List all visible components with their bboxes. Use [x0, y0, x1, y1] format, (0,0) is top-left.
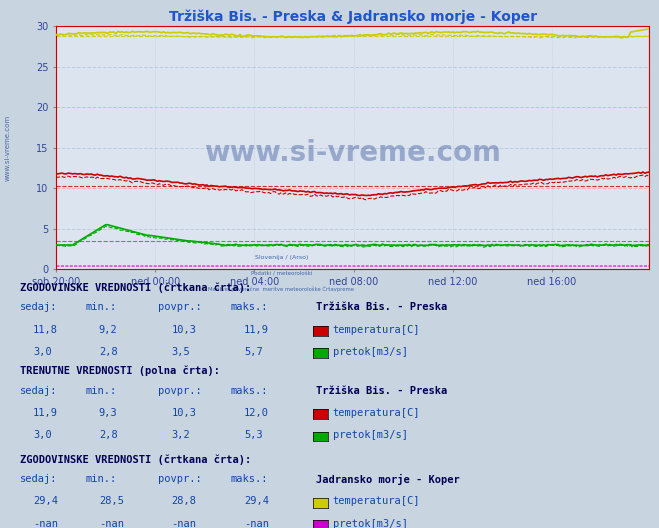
Text: 5,7: 5,7 — [244, 347, 262, 357]
Text: sedaj:: sedaj: — [20, 303, 57, 313]
Text: 29,4: 29,4 — [33, 496, 58, 506]
Text: sedaj:: sedaj: — [20, 474, 57, 484]
Text: Podatki / meteorološki: Podatki / meteorološki — [250, 272, 312, 277]
Text: 10,3: 10,3 — [171, 325, 196, 335]
Text: 3,0: 3,0 — [33, 430, 51, 440]
Text: Tržiška Bis. - Preska: Tržiška Bis. - Preska — [316, 385, 447, 395]
Text: www.si-vreme.com: www.si-vreme.com — [5, 115, 11, 181]
Text: ZGODOVINSKE VREDNOSTI (črtkana črta):: ZGODOVINSKE VREDNOSTI (črtkana črta): — [20, 454, 251, 465]
Text: povpr.:: povpr.: — [158, 474, 202, 484]
Text: sedaj:: sedaj: — [20, 385, 57, 395]
Text: temperatura[C]: temperatura[C] — [333, 325, 420, 335]
Text: 12,0: 12,0 — [244, 408, 269, 418]
Text: min.:: min.: — [86, 385, 117, 395]
Text: ZGODOVINSKE VREDNOSTI (črtkana črta):: ZGODOVINSKE VREDNOSTI (črtkana črta): — [20, 282, 251, 293]
Text: 10,3: 10,3 — [171, 408, 196, 418]
Text: -nan: -nan — [171, 518, 196, 528]
Text: 29,4: 29,4 — [244, 496, 269, 506]
Text: temperatura[C]: temperatura[C] — [333, 496, 420, 506]
Text: min.:: min.: — [86, 303, 117, 313]
Text: maks.:: maks.: — [231, 474, 268, 484]
Text: povpr.:: povpr.: — [158, 385, 202, 395]
Title: Tržiška Bis. - Preska & Jadransko morje - Koper: Tržiška Bis. - Preska & Jadransko morje … — [169, 10, 536, 24]
Text: maks.:: maks.: — [231, 385, 268, 395]
Text: Meritve: povprečne  meritve meteorološke Črtavpreme: Meritve: povprečne meritve meteorološke … — [208, 286, 355, 293]
Text: min.:: min.: — [86, 474, 117, 484]
Text: 2,8: 2,8 — [99, 430, 117, 440]
Text: 3,0: 3,0 — [33, 347, 51, 357]
Text: 11,9: 11,9 — [244, 325, 269, 335]
Text: 2,8: 2,8 — [99, 347, 117, 357]
Text: Tržiška Bis. - Preska: Tržiška Bis. - Preska — [316, 303, 447, 313]
Text: pretok[m3/s]: pretok[m3/s] — [333, 518, 408, 528]
Text: 28,5: 28,5 — [99, 496, 124, 506]
Text: 5,3: 5,3 — [244, 430, 262, 440]
Text: -nan: -nan — [33, 518, 58, 528]
Text: 11,9: 11,9 — [33, 408, 58, 418]
Text: 9,3: 9,3 — [99, 408, 117, 418]
Text: povpr.:: povpr.: — [158, 303, 202, 313]
Text: 11,8: 11,8 — [33, 325, 58, 335]
Text: Slovenija / (Arso): Slovenija / (Arso) — [255, 254, 308, 260]
Text: 3,2: 3,2 — [171, 430, 190, 440]
Text: 28,8: 28,8 — [171, 496, 196, 506]
Text: maks.:: maks.: — [231, 303, 268, 313]
Text: 9,2: 9,2 — [99, 325, 117, 335]
Text: 3,5: 3,5 — [171, 347, 190, 357]
Text: TRENUTNE VREDNOSTI (polna črta):: TRENUTNE VREDNOSTI (polna črta): — [20, 365, 219, 376]
Text: Jadransko morje - Koper: Jadransko morje - Koper — [316, 474, 460, 485]
Text: pretok[m3/s]: pretok[m3/s] — [333, 430, 408, 440]
Text: -nan: -nan — [244, 518, 269, 528]
Text: pretok[m3/s]: pretok[m3/s] — [333, 347, 408, 357]
Text: temperatura[C]: temperatura[C] — [333, 408, 420, 418]
Text: -nan: -nan — [99, 518, 124, 528]
Text: www.si-vreme.com: www.si-vreme.com — [204, 139, 501, 167]
